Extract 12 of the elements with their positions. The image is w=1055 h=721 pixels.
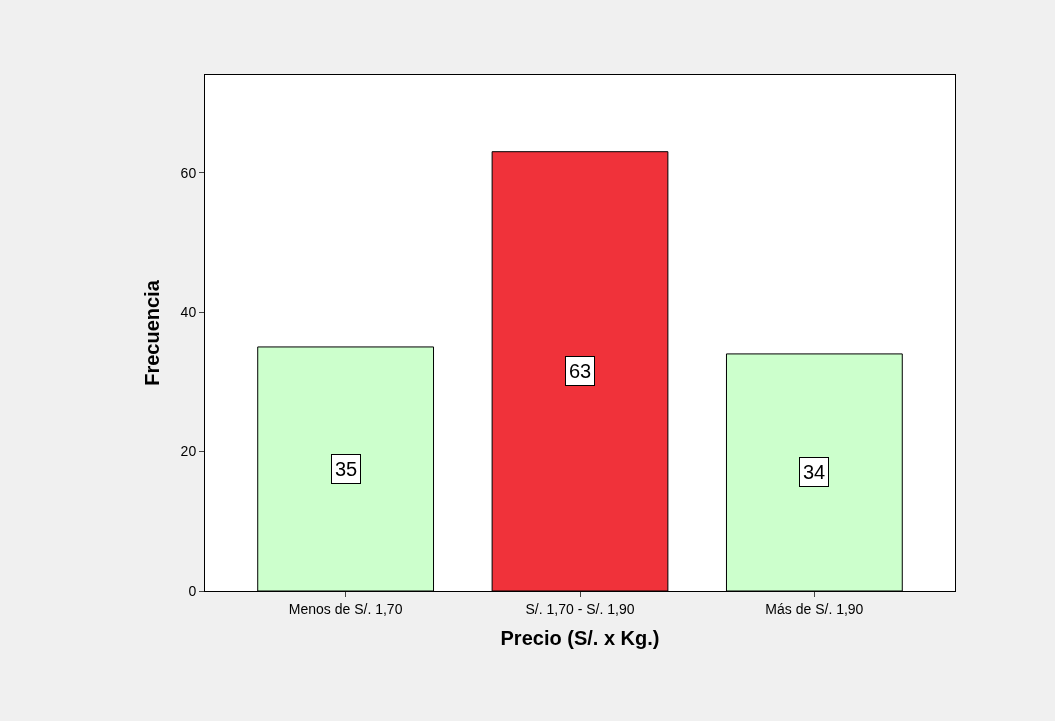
y-axis-title: Frecuencia: [141, 279, 164, 386]
data-label: 34: [803, 461, 826, 483]
data-label: 63: [569, 360, 592, 382]
data-label: 35: [335, 458, 358, 480]
x-tick-label: Menos de S/. 1,70: [288, 600, 403, 617]
y-tick-label: 0: [188, 582, 197, 599]
x-axis-title: Precio (S/. x Kg.): [500, 627, 660, 650]
x-tick-label: Más de S/. 1,90: [765, 600, 864, 617]
y-tick-label: 40: [180, 303, 197, 320]
y-tick-label: 20: [180, 443, 197, 460]
y-tick-label: 60: [180, 164, 197, 181]
x-tick-label: S/. 1,70 - S/. 1,90: [525, 600, 635, 617]
